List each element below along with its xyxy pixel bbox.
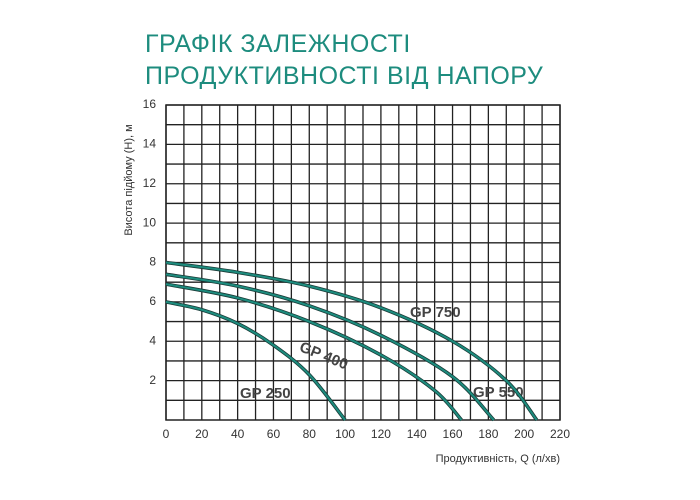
y-tick-label: 2 — [149, 373, 156, 387]
x-tick-label: 200 — [514, 427, 534, 441]
x-tick-label: 20 — [195, 427, 209, 441]
y-axis-title: Висота підйому (Н), м — [123, 124, 135, 235]
chart-title: ГРАФІК ЗАЛЕЖНОСТІ — [145, 30, 411, 58]
x-tick-label: 60 — [267, 427, 281, 441]
y-tick-label: 10 — [143, 215, 157, 229]
x-tick-label: 220 — [550, 427, 570, 441]
series-label: GP 250 — [240, 385, 291, 402]
curve — [165, 300, 346, 421]
y-tick-label: 8 — [149, 255, 156, 269]
y-tick-label: 16 — [143, 97, 157, 111]
x-tick-label: 80 — [303, 427, 317, 441]
y-tick-label: 4 — [149, 333, 156, 347]
curve — [165, 283, 463, 421]
x-tick-label: 160 — [443, 427, 463, 441]
x-tick-label: 140 — [407, 427, 427, 441]
x-tick-label: 120 — [371, 427, 391, 441]
x-tick-label: 100 — [335, 427, 355, 441]
y-tick-label: 14 — [143, 137, 157, 151]
x-axis-title: Продуктивність, Q (л/хв) — [436, 453, 560, 465]
y-tick-label: 6 — [149, 294, 156, 308]
x-tick-label: 180 — [478, 427, 498, 441]
series-label: GP 750 — [410, 304, 461, 321]
x-tick-label: 0 — [163, 427, 170, 441]
series-label: GP 550 — [473, 384, 524, 401]
curve — [165, 273, 495, 421]
y-tick-label: 12 — [143, 176, 157, 190]
x-tick-label: 40 — [231, 427, 245, 441]
curve — [165, 261, 538, 421]
chart-title: ПРОДУКТИВНОСТІ ВІД НАПОРУ — [145, 62, 543, 90]
